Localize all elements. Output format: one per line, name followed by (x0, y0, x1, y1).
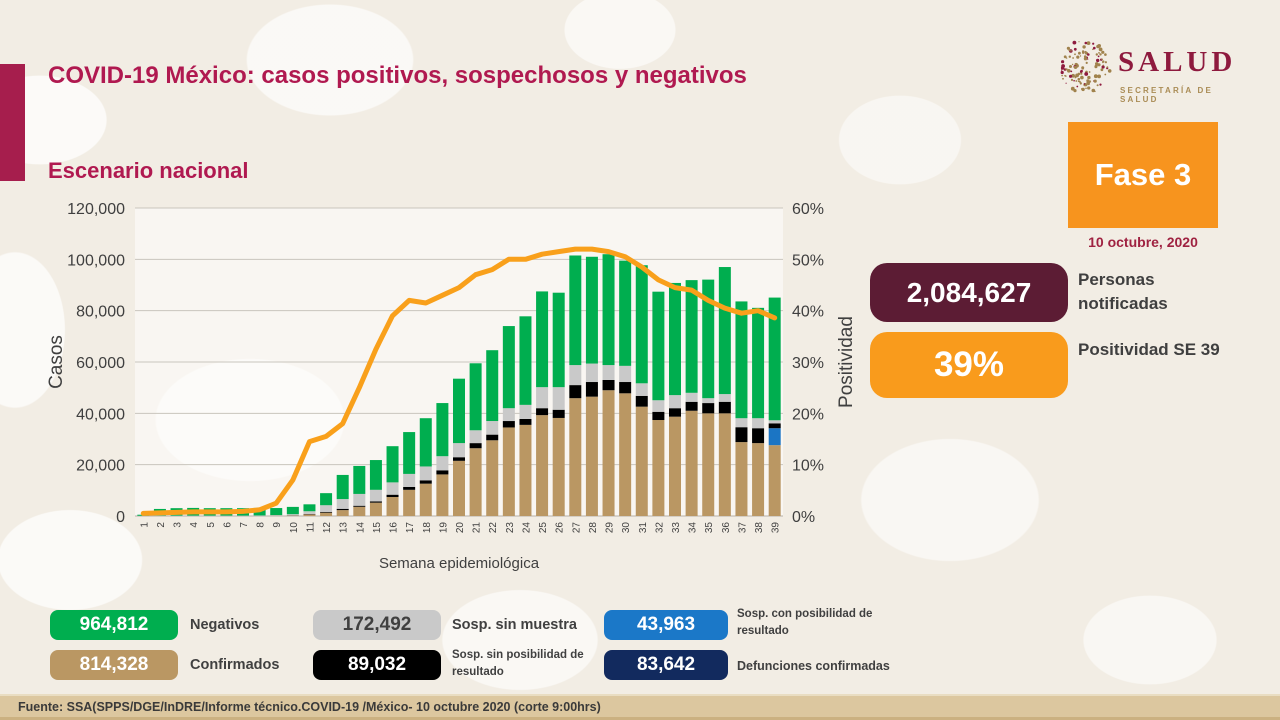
svg-text:30: 30 (621, 522, 632, 534)
svg-text:1: 1 (139, 522, 150, 528)
svg-text:23: 23 (505, 522, 516, 534)
svg-text:60,000: 60,000 (76, 355, 125, 372)
svg-text:80,000: 80,000 (76, 304, 125, 321)
legend-label-defunciones: Defunciones confirmadas (737, 659, 890, 673)
left-accent-bar (0, 64, 25, 181)
svg-text:30%: 30% (792, 355, 824, 372)
svg-text:36: 36 (721, 522, 732, 534)
svg-text:31: 31 (638, 522, 649, 534)
legend-label-sosp-sin-muestra: Sosp. sin muestra (452, 617, 577, 633)
salud-logo-subtext: SECRETARÍA DE SALUD (1120, 86, 1214, 104)
svg-text:18: 18 (422, 522, 433, 534)
source-text: Fuente: SSA(SPPS/DGE/InDRE/Informe técni… (18, 699, 601, 714)
svg-text:22: 22 (488, 522, 499, 534)
svg-text:Casos: Casos (46, 335, 67, 389)
legend-chip-sosp-con-posibilidad: 43,963 (604, 610, 728, 640)
legend-chip-sosp-sin-posibilidad: 89,032 (313, 650, 441, 680)
svg-text:37: 37 (738, 522, 749, 534)
legend-value-sosp-sin-posibilidad: 89,032 (347, 654, 407, 675)
legend-label-sosp-con-posibilidad: Sosp. con posibilidad de resultado (737, 608, 873, 637)
svg-text:50%: 50% (792, 252, 824, 269)
svg-text:19: 19 (438, 522, 449, 534)
stacked-bar-line-chart: 0 20,000 40,000 60,000 80,000 100,000 120,000 0… (46, 201, 857, 572)
personas-notificadas-value-badge: 2,084,627 (870, 263, 1068, 322)
svg-text:10%: 10% (792, 458, 824, 475)
svg-text:8: 8 (256, 522, 267, 528)
svg-text:40%: 40% (792, 304, 824, 321)
page-title: COVID-19 México: casos positivos, sospec… (48, 62, 747, 89)
svg-text:7: 7 (239, 522, 250, 528)
positividad-value: 39% (933, 345, 1005, 384)
svg-text:13: 13 (339, 522, 350, 534)
legend-value-sosp-con-posibilidad: 43,963 (636, 614, 696, 635)
personas-notificadas-label: Personas notificadas (1078, 270, 1168, 313)
svg-text:40,000: 40,000 (76, 406, 125, 423)
svg-text:4: 4 (189, 522, 200, 528)
legend-chip-negativos: 964,812 (50, 610, 178, 640)
svg-text:9: 9 (272, 522, 283, 528)
svg-text:12: 12 (322, 522, 333, 534)
fase-3-label: Fase 3 (1094, 157, 1192, 192)
svg-text:6: 6 (222, 522, 233, 528)
svg-text:Positividad: Positividad (836, 316, 857, 408)
svg-text:27: 27 (571, 522, 582, 534)
svg-text:5: 5 (206, 522, 217, 528)
svg-text:26: 26 (555, 522, 566, 534)
svg-text:100,000: 100,000 (67, 252, 125, 269)
svg-text:3: 3 (173, 522, 184, 528)
chart-subtitle: Escenario nacional (48, 158, 249, 183)
svg-text:28: 28 (588, 522, 599, 534)
legend-chip-sosp-sin-muestra: 172,492 (313, 610, 441, 640)
svg-text:0: 0 (116, 509, 125, 526)
svg-text:14: 14 (355, 522, 366, 534)
personas-notificadas-value: 2,084,627 (906, 276, 1032, 308)
svg-text:15: 15 (372, 522, 383, 534)
positividad-value-badge: 39% (870, 332, 1068, 398)
legend-chip-defunciones: 83,642 (604, 650, 728, 680)
svg-text:33: 33 (671, 522, 682, 534)
svg-text:11: 11 (306, 522, 317, 533)
legend-value-confirmados: 814,328 (79, 654, 149, 675)
svg-text:0%: 0% (792, 509, 815, 526)
svg-text:20%: 20% (792, 406, 824, 423)
legend-label-negativos: Negativos (190, 617, 260, 633)
svg-text:16: 16 (389, 522, 400, 534)
svg-text:21: 21 (472, 522, 483, 534)
svg-text:120,000: 120,000 (67, 201, 125, 218)
salud-logo-text: SALUD (1118, 46, 1237, 78)
svg-text:34: 34 (688, 522, 699, 534)
legend-chip-confirmados: 814,328 (50, 650, 178, 680)
svg-text:60%: 60% (792, 201, 824, 218)
svg-text:29: 29 (605, 522, 616, 534)
svg-text:32: 32 (654, 522, 665, 534)
legend-value-negativos: 964,812 (79, 614, 149, 635)
legend-value-defunciones: 83,642 (636, 654, 696, 675)
svg-text:20,000: 20,000 (76, 458, 125, 475)
svg-text:Semana epidemiológica: Semana epidemiológica (379, 555, 540, 572)
legend-label-sosp-sin-posibilidad: Sosp. sin posibilidad de resultado (452, 649, 584, 678)
salud-logo: SALUD SECRETARÍA DE SALUD (1058, 36, 1232, 104)
svg-text:2: 2 (156, 522, 167, 528)
salud-emblem-icon (1060, 40, 1112, 93)
svg-text:24: 24 (522, 522, 533, 534)
footer-bar: Fuente: SSA(SPPS/DGE/InDRE/Informe técni… (0, 694, 1280, 720)
svg-text:39: 39 (771, 522, 782, 534)
legend-label-confirmados: Confirmados (190, 657, 280, 673)
epidemic-curve-chart: 0 20,000 40,000 60,000 80,000 100,000 120,000 0… (40, 190, 870, 590)
legend-value-sosp-sin-muestra: 172,492 (342, 614, 412, 635)
svg-text:17: 17 (405, 522, 416, 534)
svg-text:25: 25 (538, 522, 549, 534)
svg-text:20: 20 (455, 522, 466, 534)
report-date: 10 octubre, 2020 (1088, 234, 1198, 250)
svg-text:38: 38 (754, 522, 765, 534)
fase-3-badge: Fase 3 (1068, 122, 1218, 228)
positividad-label: Positividad SE 39 (1078, 340, 1220, 359)
svg-text:35: 35 (704, 522, 715, 534)
svg-text:10: 10 (289, 522, 300, 534)
